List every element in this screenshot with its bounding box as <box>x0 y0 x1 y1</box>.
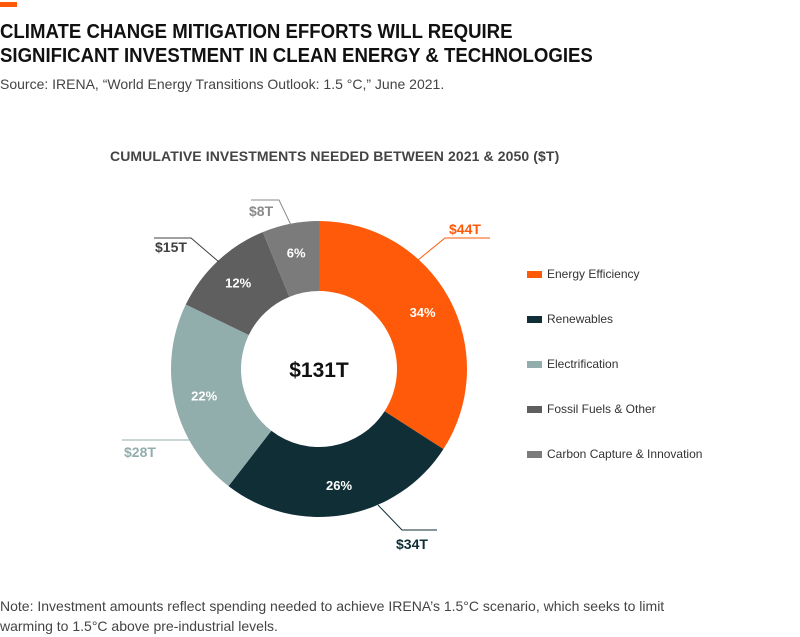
slice-value-label-5: $8T <box>249 203 274 219</box>
legend-label: Fossil Fuels & Other <box>547 402 656 416</box>
leader-line-3 <box>122 439 237 466</box>
slice-value-label-2: $34T <box>396 536 428 552</box>
slice-value-label-3: $28T <box>124 444 156 460</box>
accent-bar <box>0 2 17 7</box>
legend-label: Energy Efficiency <box>547 267 640 281</box>
legend-swatch <box>527 271 542 278</box>
chart-title: CUMULATIVE INVESTMENTS NEEDED BETWEEN 20… <box>110 148 560 164</box>
legend-swatch <box>527 451 542 458</box>
donut-slice-2 <box>228 411 444 517</box>
page-title: CLIMATE CHANGE MITIGATION EFFORTS WILL R… <box>0 20 735 68</box>
slice-percent-label-4: 12% <box>225 276 251 291</box>
slice-value-label-1: $44T <box>449 221 481 237</box>
donut-slice-5 <box>262 221 319 297</box>
legend-label: Renewables <box>547 312 614 326</box>
leader-line-5 <box>251 199 292 226</box>
leader-line-2 <box>377 504 437 531</box>
legend-swatch <box>527 361 542 368</box>
slice-value-label-4: $15T <box>155 239 187 255</box>
donut-slice-4 <box>185 232 290 336</box>
legend-label: Electrification <box>547 357 619 371</box>
footnote: Note: Investment amounts reflect spendin… <box>0 598 665 634</box>
page-title-line-2: SIGNIFICANT INVESTMENT IN CLEAN ENERGY &… <box>0 45 593 67</box>
slice-percent-label-5: 6% <box>287 246 306 261</box>
donut-center-total: $131T <box>289 359 349 382</box>
legend-label: Carbon Capture & Innovation <box>547 447 703 461</box>
source-text: Source: IRENA, “World Energy Transitions… <box>0 76 445 92</box>
legend-swatch <box>527 406 542 413</box>
slice-percent-label-1: 34% <box>410 305 436 320</box>
donut-slice-3 <box>171 304 272 487</box>
leader-line-4 <box>154 237 220 263</box>
legend-swatch <box>527 316 542 323</box>
slice-percent-label-2: 26% <box>326 478 352 493</box>
page-title-line-1: CLIMATE CHANGE MITIGATION EFFORTS WILL R… <box>0 21 513 43</box>
slice-percent-label-3: 22% <box>191 389 217 404</box>
donut-slice-1 <box>319 221 467 450</box>
leader-line-1 <box>417 237 490 261</box>
